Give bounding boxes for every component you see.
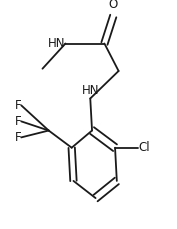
Text: F: F	[15, 131, 21, 144]
Text: F: F	[15, 99, 21, 112]
Text: O: O	[109, 0, 118, 11]
Text: HN: HN	[48, 37, 65, 50]
Text: Cl: Cl	[138, 141, 150, 154]
Text: HN: HN	[82, 84, 99, 97]
Text: F: F	[15, 115, 21, 128]
